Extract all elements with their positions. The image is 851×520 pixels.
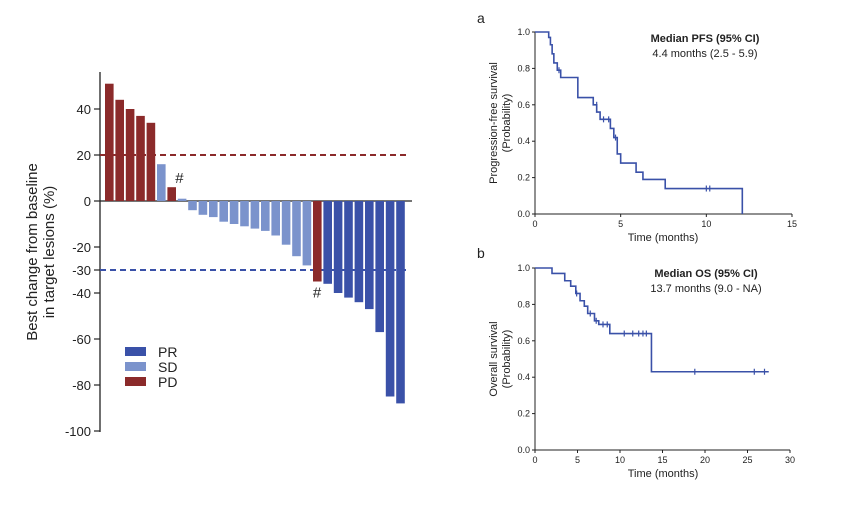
a-xtick-label: 15 [787, 219, 797, 229]
legend-label-pr: PR [158, 344, 177, 360]
b-ytick-label: 0.8 [517, 299, 530, 309]
waterfall-bar-pr [344, 201, 353, 298]
waterfall-bar-sd [198, 201, 208, 215]
annotation-hash: # [313, 285, 322, 302]
waterfall-ytick-label: 0 [84, 194, 91, 209]
waterfall-ytick-label: -40 [72, 286, 91, 301]
waterfall-ylabel-line1: Best change from baseline [24, 163, 41, 341]
a-xtick-label: 0 [532, 219, 537, 229]
waterfall-bar-pd [125, 109, 135, 201]
os-survival-chart: b 0.0 0.2 0.4 0.6 0.8 1.0 0 5 10 15 20 25 30 Overal… [477, 245, 795, 480]
waterfall-ylabel-line2: in target lesions (%) [41, 186, 58, 319]
waterfall-bar-sd [229, 201, 239, 224]
waterfall-bar-pr [385, 201, 395, 397]
b-xtick-label: 25 [742, 455, 752, 465]
waterfall-ytick-label: -100 [65, 424, 91, 439]
waterfall-bar-sd [302, 201, 312, 266]
waterfall-bar-pd [136, 115, 145, 201]
b-ytick-label: 1.0 [517, 263, 530, 273]
waterfall-ytick-label: 20 [77, 148, 91, 163]
b-xtick-label: 15 [657, 455, 667, 465]
a-ytick-label: 0.8 [517, 63, 530, 73]
waterfall-bar-pd [313, 201, 322, 282]
os-xlabel: Time (months) [628, 468, 699, 480]
b-xtick-label: 30 [785, 455, 795, 465]
waterfall-bar-pd [105, 83, 114, 201]
a-xtick-label: 10 [701, 219, 711, 229]
pfs-survival-chart: a 0.0 0.2 0.4 0.6 0.8 1.0 0 5 10 15 Progression-… [477, 10, 797, 244]
legend-label-sd: SD [158, 359, 177, 375]
waterfall-ytick-label: -60 [72, 332, 91, 347]
waterfall-bar-sd [292, 201, 301, 257]
b-ytick-label: 0.2 [517, 409, 530, 419]
os-median-title: Median OS (95% CI) [654, 268, 758, 280]
b-xtick-label: 5 [575, 455, 580, 465]
os-ylabel-line2: (Probability) [501, 330, 513, 389]
waterfall-ytick-label: -80 [72, 378, 91, 393]
panel-letter-b: b [477, 245, 485, 261]
os-curve [535, 267, 769, 373]
waterfall-bar-pd [167, 187, 176, 201]
waterfall-ytick-label: -30 [72, 263, 91, 278]
waterfall-bar-sd [261, 201, 270, 231]
waterfall-bar-sd [271, 201, 280, 236]
b-ytick-label: 0.6 [517, 336, 530, 346]
annotation-hash: # [175, 170, 184, 187]
waterfall-bar-pr [375, 201, 384, 333]
legend-swatch-pr [125, 347, 146, 356]
legend-label-pd: PD [158, 374, 177, 390]
waterfall-bar-sd [209, 201, 218, 218]
pfs-median-title: Median PFS (95% CI) [651, 33, 760, 45]
waterfall-ytick-label: 40 [77, 102, 91, 117]
panel-letter-a: a [477, 10, 485, 26]
b-xtick-label: 0 [532, 455, 537, 465]
a-ytick-label: 0.2 [517, 173, 530, 183]
waterfall-bar-sd [177, 198, 187, 201]
pfs-ylabel-line1: Progression-free survival [488, 62, 500, 184]
pfs-median-text: 4.4 months (2.5 - 5.9) [652, 48, 757, 60]
a-ytick-label: 0.4 [517, 136, 530, 146]
legend-swatch-pd [125, 377, 146, 386]
waterfall-bar-sd [157, 164, 166, 201]
waterfall-bar-sd [219, 201, 228, 222]
a-ytick-label: 1.0 [517, 27, 530, 37]
waterfall-bar-pr [396, 201, 405, 404]
b-ytick-label: 0.0 [517, 445, 530, 455]
a-ytick-label: 0.0 [517, 209, 530, 219]
waterfall-bar-pr [333, 201, 343, 293]
pfs-curve [535, 31, 744, 214]
waterfall-ytick-label: -20 [72, 240, 91, 255]
waterfall-bar-sd [188, 201, 197, 211]
waterfall-bar-sd [240, 201, 249, 227]
os-ylabel-line1: Overall survival [488, 321, 500, 396]
waterfall-bar-pr [365, 201, 374, 310]
b-xtick-label: 20 [700, 455, 710, 465]
a-ytick-label: 0.6 [517, 100, 530, 110]
waterfall-bar-pd [115, 99, 124, 201]
waterfall-bar-pd [146, 122, 156, 201]
legend-swatch-sd [125, 362, 146, 371]
pfs-xlabel: Time (months) [628, 232, 699, 244]
waterfall-bar-pr [323, 201, 332, 284]
a-xtick-label: 5 [618, 219, 623, 229]
b-ytick-label: 0.4 [517, 372, 530, 382]
pfs-ylabel-line2: (Probability) [501, 94, 513, 153]
waterfall-bar-pr [354, 201, 364, 303]
os-median-text: 13.7 months (9.0 - NA) [650, 283, 761, 295]
waterfall-bar-sd [250, 201, 260, 229]
b-xtick-label: 10 [615, 455, 625, 465]
waterfall-chart: 40 20 0 -20 -30 -40 -60 -80 -100 # # Best change … [24, 72, 412, 439]
waterfall-bar-sd [281, 201, 291, 245]
